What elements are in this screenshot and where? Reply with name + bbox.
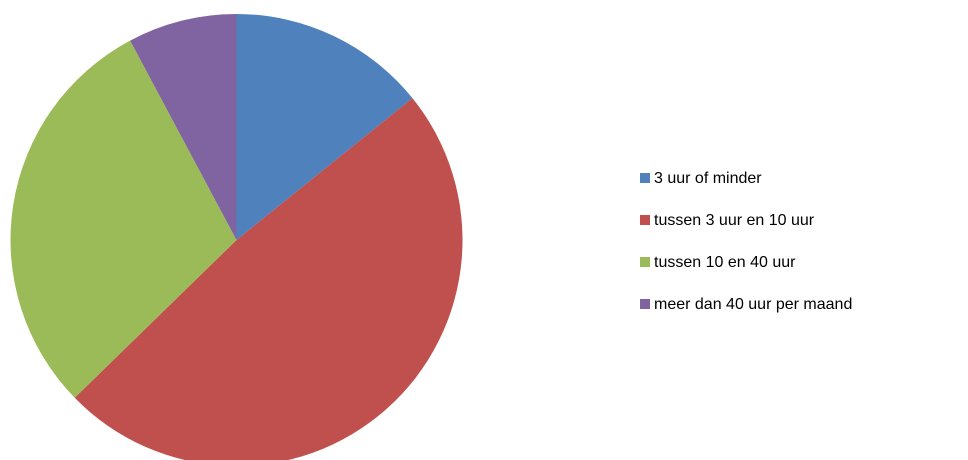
- pie-slice: [10, 40, 237, 398]
- legend-label: meer dan 40 uur per maand: [654, 296, 852, 313]
- legend-label: 3 uur of minder: [654, 170, 762, 187]
- pie-slice: [74, 98, 463, 460]
- legend-label: tussen 10 en 40 uur: [654, 254, 796, 271]
- legend-swatch: [640, 257, 650, 267]
- pie-slice: [130, 14, 237, 240]
- legend-swatch: [640, 215, 650, 225]
- legend-swatch: [640, 173, 650, 183]
- legend-label: tussen 3 uur en 10 uur: [654, 212, 815, 229]
- legend-swatch: [640, 299, 650, 309]
- pie-slice: [236, 14, 413, 240]
